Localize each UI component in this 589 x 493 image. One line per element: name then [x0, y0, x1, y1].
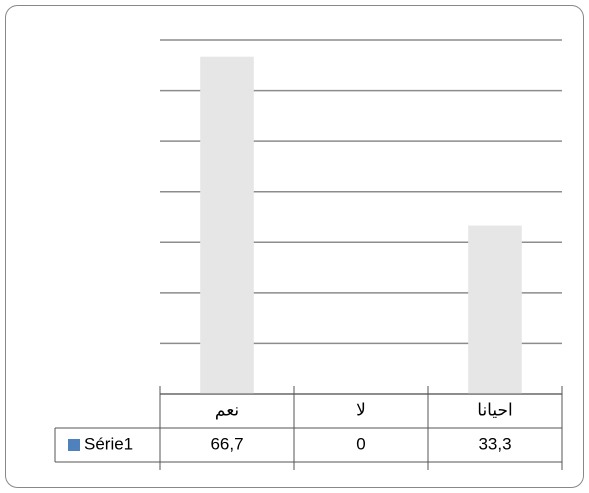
value-label: 66,7 [210, 434, 243, 453]
chart-frame [5, 5, 584, 488]
legend-key [68, 439, 80, 451]
category-label: احيانا [477, 400, 512, 419]
category-label: نعم [215, 400, 239, 420]
value-label: 33,3 [478, 434, 511, 453]
bar [468, 225, 522, 394]
bar [200, 56, 254, 395]
category-label: لا [356, 400, 366, 419]
legend-label: Série1 [84, 434, 133, 453]
value-label: 0 [356, 434, 365, 453]
